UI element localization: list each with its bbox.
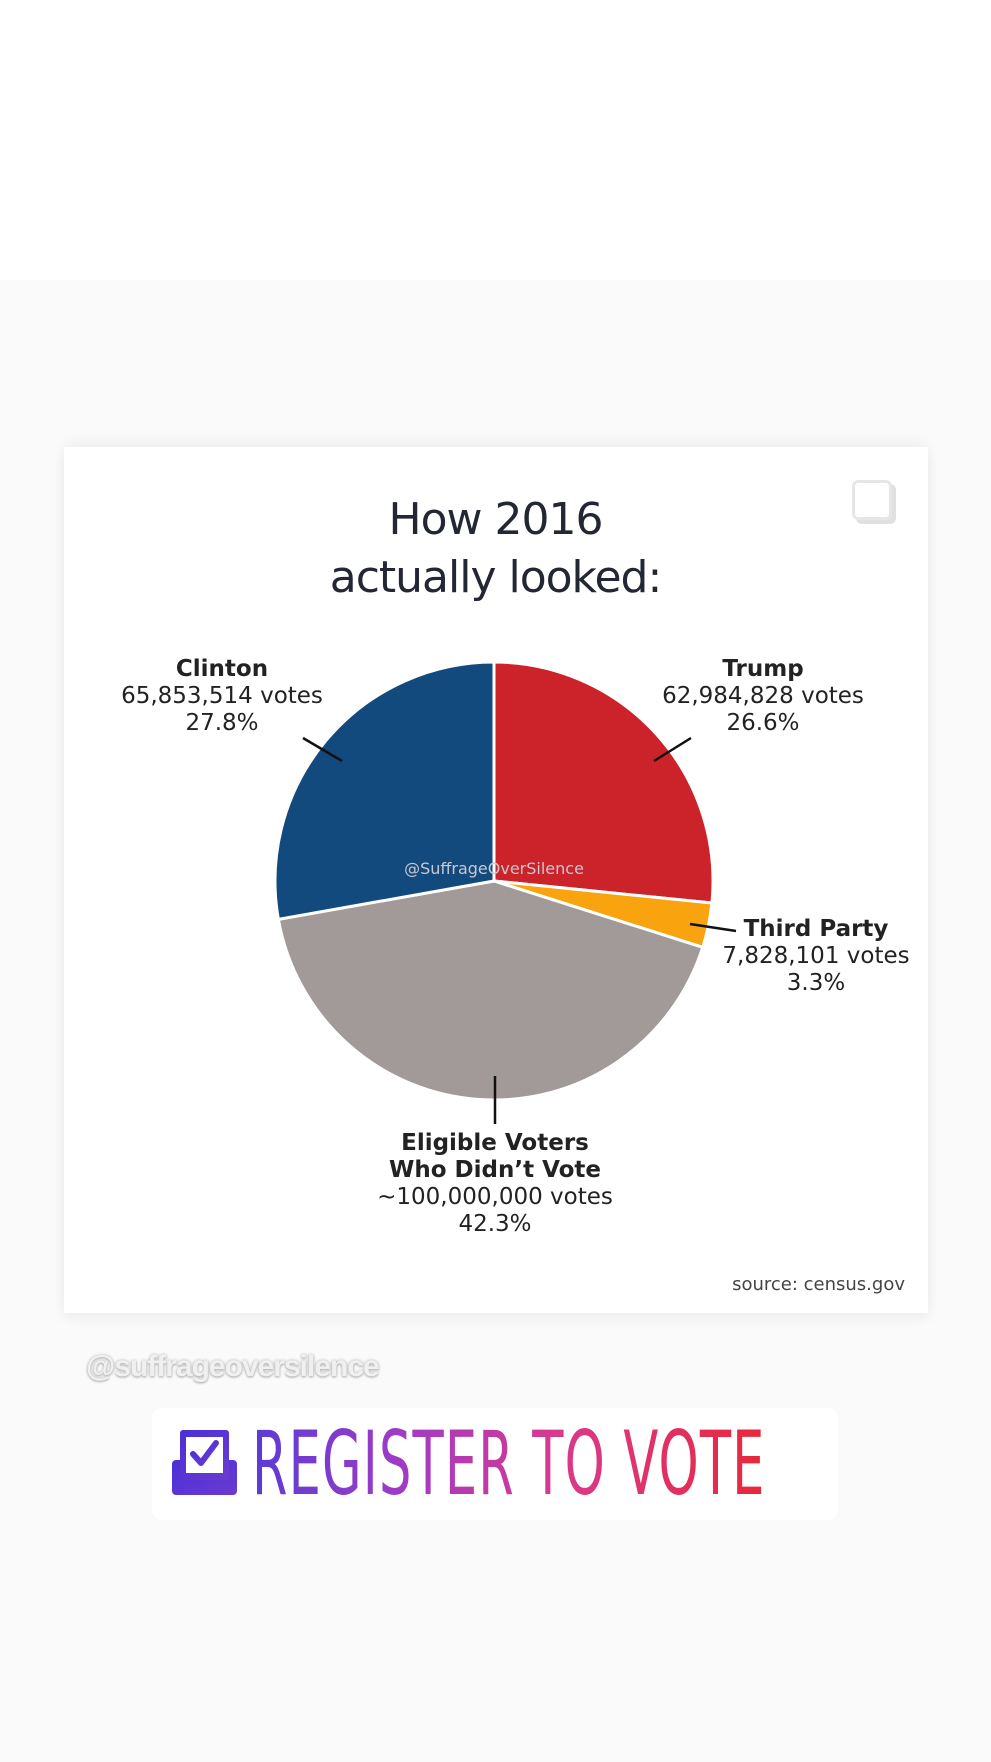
top-blank-area (0, 0, 991, 280)
label-nonvoters-votes: ~100,000,000 votes (377, 1184, 613, 1210)
pie-slice-clinton (273, 660, 496, 922)
label-third-party-name: Third Party (743, 916, 889, 942)
chart-title-line2: actually looked: (329, 552, 663, 603)
watermark: @SuffrageOverSilence (404, 859, 584, 878)
label-third-party: Third Party 7,828,101 votes 3.3% (722, 916, 909, 997)
label-nonvoters-percent: 42.3% (458, 1211, 532, 1237)
leader-line-third-party (689, 922, 737, 933)
label-clinton-percent: 27.8% (185, 710, 259, 736)
ballot-box-check-icon (172, 1430, 237, 1495)
pie-slice-nonvoters (276, 879, 705, 1102)
leader-line-trump (653, 736, 692, 763)
leader-line-clinton (302, 736, 343, 763)
label-clinton-name: Clinton (175, 656, 269, 682)
label-nonvoters: Eligible Voters Who Didn’t Vote ~100,000… (377, 1130, 613, 1238)
label-trump-percent: 26.6% (726, 710, 800, 736)
source-note: source: census.gov (732, 1274, 905, 1295)
username-tag[interactable]: @suffrageoversilence (86, 1350, 380, 1383)
label-trump-name: Trump (722, 656, 804, 682)
label-nonvoters-name2: Who Didn’t Vote (388, 1157, 602, 1183)
label-third-party-votes: 7,828,101 votes (722, 943, 910, 969)
chart-title-line1: How 2016 (388, 494, 604, 545)
label-clinton: Clinton 65,853,514 votes 27.8% (121, 656, 323, 737)
pie-slice-trump (492, 660, 715, 905)
label-nonvoters-name1: Eligible Voters (401, 1130, 589, 1156)
label-trump: Trump 62,984,828 votes 26.6% (662, 656, 864, 737)
label-clinton-votes: 65,853,514 votes (121, 683, 323, 709)
register-to-vote-sticker[interactable]: REGISTER TO VOTE (152, 1408, 838, 1520)
label-third-party-percent: 3.3% (786, 970, 846, 996)
label-trump-votes: 62,984,828 votes (662, 683, 864, 709)
multiple-images-icon (852, 480, 892, 520)
register-to-vote-label: REGISTER TO VOTE (252, 1412, 766, 1515)
